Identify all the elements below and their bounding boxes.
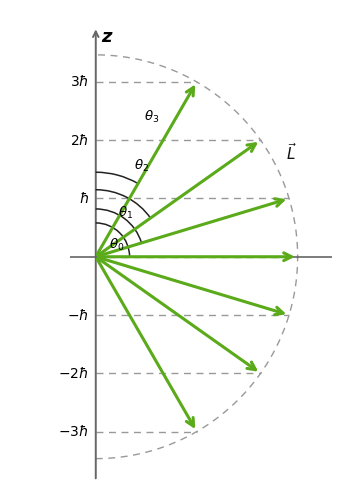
Text: $\theta_1$: $\theta_1$ — [118, 205, 133, 221]
Text: $\theta_0$: $\theta_0$ — [109, 237, 124, 253]
Text: z: z — [102, 28, 112, 46]
Text: $\vec{L}$: $\vec{L}$ — [286, 142, 297, 163]
Text: $\hbar$: $\hbar$ — [79, 191, 89, 206]
Text: $2\hbar$: $2\hbar$ — [70, 133, 89, 148]
Text: $3\hbar$: $3\hbar$ — [70, 74, 89, 89]
Text: $-2\hbar$: $-2\hbar$ — [58, 366, 89, 381]
Text: $\theta_2$: $\theta_2$ — [134, 158, 149, 175]
Text: $\theta_3$: $\theta_3$ — [143, 109, 159, 125]
Text: $-3\hbar$: $-3\hbar$ — [58, 424, 89, 439]
Text: $-\hbar$: $-\hbar$ — [67, 308, 89, 322]
